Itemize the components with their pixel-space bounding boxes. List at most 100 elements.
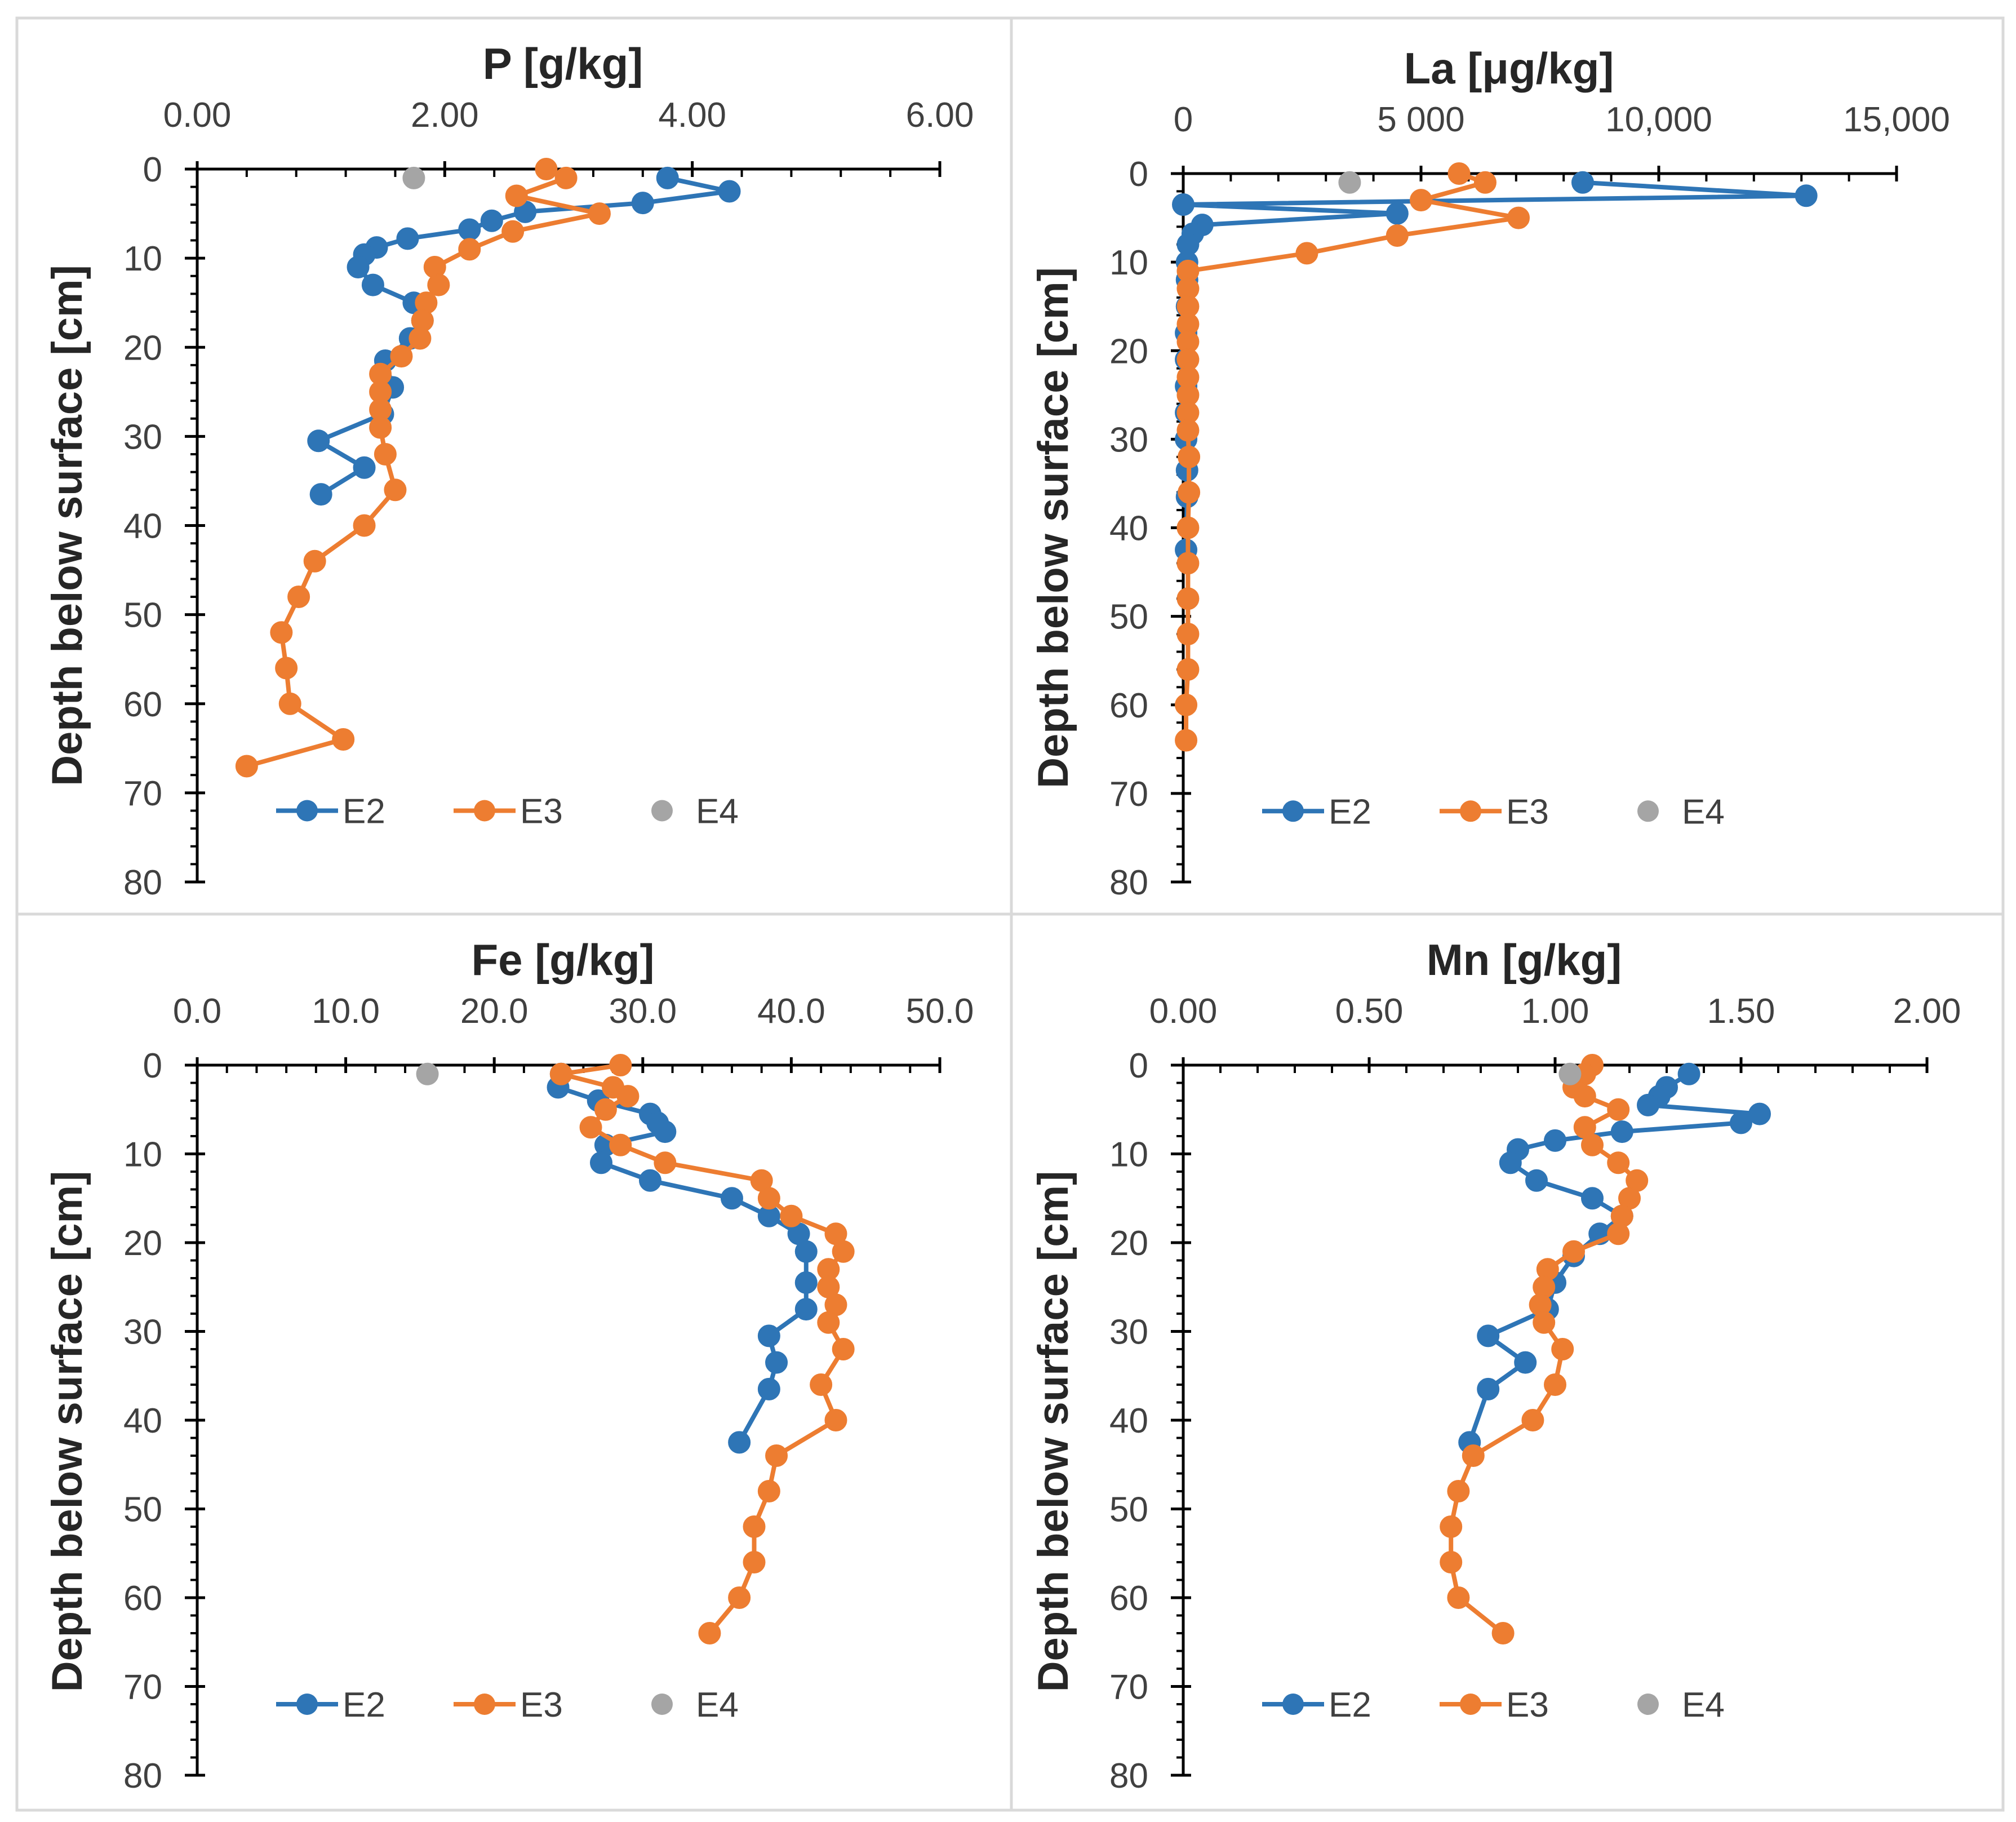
y-tick-label: 50 (1109, 598, 1148, 637)
legend-label-e2: E2 (343, 1686, 385, 1725)
panel-title: Mn [g/kg] (1427, 935, 1622, 985)
x-tick-label: 1.50 (1707, 992, 1775, 1031)
data-point-e3 (549, 1062, 572, 1085)
y-tick-label: 60 (1109, 1579, 1148, 1618)
data-point-e2 (1172, 193, 1194, 216)
data-point-e3 (1607, 1151, 1630, 1174)
data-point-e2 (1748, 1102, 1771, 1125)
data-point-e4 (1558, 1062, 1582, 1085)
data-point-e2 (480, 209, 503, 232)
data-point-e2 (1795, 184, 1818, 207)
x-tick-label: 30.0 (609, 992, 677, 1031)
legend-label-e4: E4 (1682, 1686, 1725, 1725)
legend-label-e2: E2 (1329, 1686, 1371, 1725)
x-tick-label: 0.50 (1335, 992, 1404, 1031)
data-point-e2 (638, 1169, 661, 1192)
data-point-e2 (1571, 171, 1594, 194)
data-point-e3 (427, 273, 450, 296)
y-tick-label: 20 (1109, 332, 1148, 371)
data-point-e3 (1491, 1622, 1515, 1644)
data-point-e3 (384, 478, 407, 502)
y-tick-label: 60 (123, 1579, 162, 1618)
x-tick-label: 40.0 (757, 992, 825, 1031)
data-point-e3 (1521, 1409, 1544, 1431)
data-point-e3 (743, 1551, 766, 1573)
data-point-e2 (654, 1120, 677, 1143)
legend-marker-e2 (296, 1694, 318, 1715)
data-point-e2 (307, 429, 330, 453)
legend-label-e2: E2 (343, 792, 385, 831)
data-point-e3 (235, 755, 258, 778)
y-tick-label: 20 (123, 329, 162, 367)
x-tick-label: 0.0 (173, 992, 221, 1031)
data-point-e3 (780, 1204, 803, 1227)
data-point-e3 (458, 238, 481, 261)
y-tick-label: 0 (143, 1047, 162, 1085)
data-point-e3 (1447, 1480, 1470, 1502)
data-point-e3 (1295, 242, 1318, 265)
data-point-e3 (817, 1311, 840, 1334)
y-axis-label: Depth below surface [cm] (43, 1171, 91, 1692)
y-axis-label: Depth below surface [cm] (43, 265, 91, 786)
data-point-e2 (458, 218, 481, 241)
x-tick-label: 15,000 (1843, 100, 1950, 139)
data-point-e3 (757, 1187, 780, 1210)
data-point-e3 (609, 1054, 632, 1076)
legend-marker-e2 (296, 800, 318, 822)
data-point-e3 (728, 1586, 751, 1609)
data-point-e3 (1176, 552, 1200, 575)
data-point-e3 (390, 345, 413, 368)
y-tick-label: 10 (1109, 243, 1148, 282)
data-point-e4 (416, 1062, 439, 1085)
data-point-e3 (275, 657, 298, 680)
panel-title: La [μg/kg] (1404, 43, 1614, 93)
y-tick-label: 30 (123, 418, 162, 456)
data-point-e2 (1544, 1129, 1566, 1152)
data-point-e3 (505, 184, 528, 207)
legend-marker-e2 (1282, 800, 1304, 822)
data-point-e2 (1477, 1377, 1500, 1400)
data-point-e3 (270, 621, 293, 644)
data-point-e2 (1514, 1351, 1537, 1374)
data-point-e3 (1176, 587, 1200, 610)
data-point-e3 (1447, 1586, 1470, 1609)
y-tick-label: 10 (1109, 1136, 1148, 1174)
data-point-e3 (1544, 1373, 1566, 1396)
y-tick-label: 70 (1109, 1668, 1148, 1707)
y-tick-label: 50 (123, 596, 162, 635)
data-point-e2 (1477, 1324, 1500, 1347)
data-point-e3 (278, 692, 301, 715)
x-tick-label: 0.00 (1149, 992, 1218, 1031)
data-point-e2 (794, 1240, 818, 1263)
x-tick-label: 0 (1174, 100, 1193, 139)
legend-label-e3: E3 (520, 1686, 563, 1725)
data-point-e3 (287, 586, 310, 608)
legend-marker-e3 (474, 1694, 495, 1715)
y-tick-label: 40 (1109, 509, 1148, 548)
data-point-e3 (1462, 1444, 1485, 1467)
legend-marker-e3 (1460, 1694, 1481, 1715)
data-point-e3 (1175, 729, 1198, 752)
y-tick-label: 0 (143, 150, 162, 189)
x-tick-label: 1.00 (1521, 992, 1589, 1031)
legend-marker-e2 (1282, 1694, 1304, 1715)
legend-label-e4: E4 (696, 1686, 739, 1725)
data-point-e2 (347, 255, 370, 278)
panel-frame-mn (1010, 912, 2005, 1812)
legend-marker-e4 (1637, 800, 1659, 822)
data-point-e2 (353, 456, 376, 479)
data-point-e3 (824, 1409, 847, 1431)
data-point-e3 (1440, 1551, 1463, 1573)
data-point-e3 (1176, 623, 1200, 646)
data-point-e2 (361, 273, 384, 296)
data-point-e3 (1175, 693, 1198, 716)
data-point-e2 (765, 1351, 788, 1374)
x-tick-label: 4.00 (658, 96, 726, 135)
data-point-e3 (1178, 445, 1201, 468)
data-point-e2 (794, 1271, 818, 1294)
data-point-e3 (832, 1338, 855, 1360)
data-point-e3 (698, 1622, 721, 1644)
y-tick-label: 70 (123, 774, 162, 813)
data-point-e3 (501, 220, 525, 243)
